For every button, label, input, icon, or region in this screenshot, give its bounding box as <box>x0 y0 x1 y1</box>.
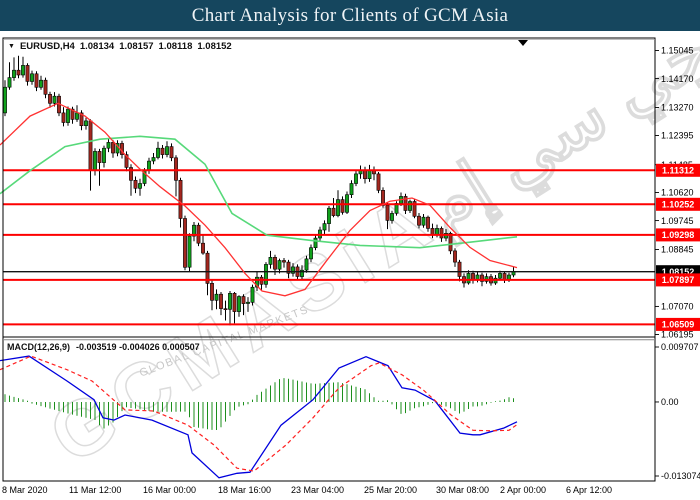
symbol-name: EURUSD,H4 <box>19 41 75 52</box>
svg-text:1.10252: 1.10252 <box>662 200 695 210</box>
price-axis-labels: 1.150451.141701.132701.123951.114851.106… <box>655 46 700 481</box>
svg-text:8 Mar 2020: 8 Mar 2020 <box>2 485 48 495</box>
macd-values: -0.003519 -0.004026 0.000507 <box>76 342 200 352</box>
svg-text:18 Mar 16:00: 18 Mar 16:00 <box>218 485 271 495</box>
pane-borders <box>2 37 656 482</box>
svg-text:25 Mar 20:00: 25 Mar 20:00 <box>364 485 417 495</box>
svg-text:1.12395: 1.12395 <box>661 131 694 141</box>
window-title: Chart Analysis for Clients of GCM Asia <box>191 4 509 26</box>
moving-averages-group <box>0 102 518 297</box>
ohlc-low: 1.08118 <box>158 41 193 52</box>
svg-text:1.07897: 1.07897 <box>662 275 695 285</box>
svg-text:1.13270: 1.13270 <box>661 103 694 113</box>
svg-text:1.10620: 1.10620 <box>661 188 694 198</box>
svg-text:1.08152: 1.08152 <box>662 267 695 277</box>
svg-text:1.14170: 1.14170 <box>661 74 694 84</box>
svg-text:30 Mar 08:00: 30 Mar 08:00 <box>436 485 489 495</box>
support-resistance-lines[interactable] <box>3 169 655 326</box>
svg-text:6 Apr 12:00: 6 Apr 12:00 <box>566 485 612 495</box>
svg-text:1.15045: 1.15045 <box>661 46 694 56</box>
macd-indicator-label: MACD(12,26,9) -0.003519 -0.004026 0.0005… <box>7 342 200 352</box>
time-axis-labels: 8 Mar 2020 11 Mar 12:00 16 Mar 00:00 18 Mar… <box>2 485 612 495</box>
macd-name: MACD(12,26,9) <box>7 342 71 352</box>
chart-shift-marker-icon[interactable] <box>518 40 528 46</box>
candles-group <box>3 55 516 326</box>
svg-text:2 Apr 00:00: 2 Apr 00:00 <box>500 485 546 495</box>
svg-text:0.00: 0.00 <box>661 397 679 407</box>
chevron-down-icon[interactable]: ▼ <box>8 43 15 50</box>
svg-text:1.09745: 1.09745 <box>661 216 694 226</box>
macd-histogram <box>4 378 514 430</box>
svg-text:0.009707: 0.009707 <box>661 342 699 352</box>
svg-text:16 Mar 00:00: 16 Mar 00:00 <box>143 485 196 495</box>
ohlc-high: 1.08157 <box>119 41 154 52</box>
svg-text:1.07070: 1.07070 <box>661 302 694 312</box>
svg-text:1.11312: 1.11312 <box>662 166 694 176</box>
ohlc-close: 1.08152 <box>197 41 232 52</box>
svg-text:23 Mar 04:00: 23 Mar 04:00 <box>291 485 344 495</box>
symbol-ohlc-label: ▼ EURUSD,H4 1.08134 1.08157 1.08118 1.08… <box>8 41 232 52</box>
title-bar: Chart Analysis for Clients of GCM Asia <box>0 0 700 31</box>
svg-text:1.08845: 1.08845 <box>661 245 694 255</box>
svg-text:1.09298: 1.09298 <box>662 230 695 240</box>
svg-text:11 Mar 12:00: 11 Mar 12:00 <box>69 485 121 495</box>
macd-lines <box>0 355 518 479</box>
svg-text:1.06195: 1.06195 <box>661 330 694 340</box>
ohlc-open: 1.08134 <box>79 41 115 52</box>
svg-text:-0.013074: -0.013074 <box>661 471 700 481</box>
svg-text:1.06509: 1.06509 <box>662 320 695 330</box>
